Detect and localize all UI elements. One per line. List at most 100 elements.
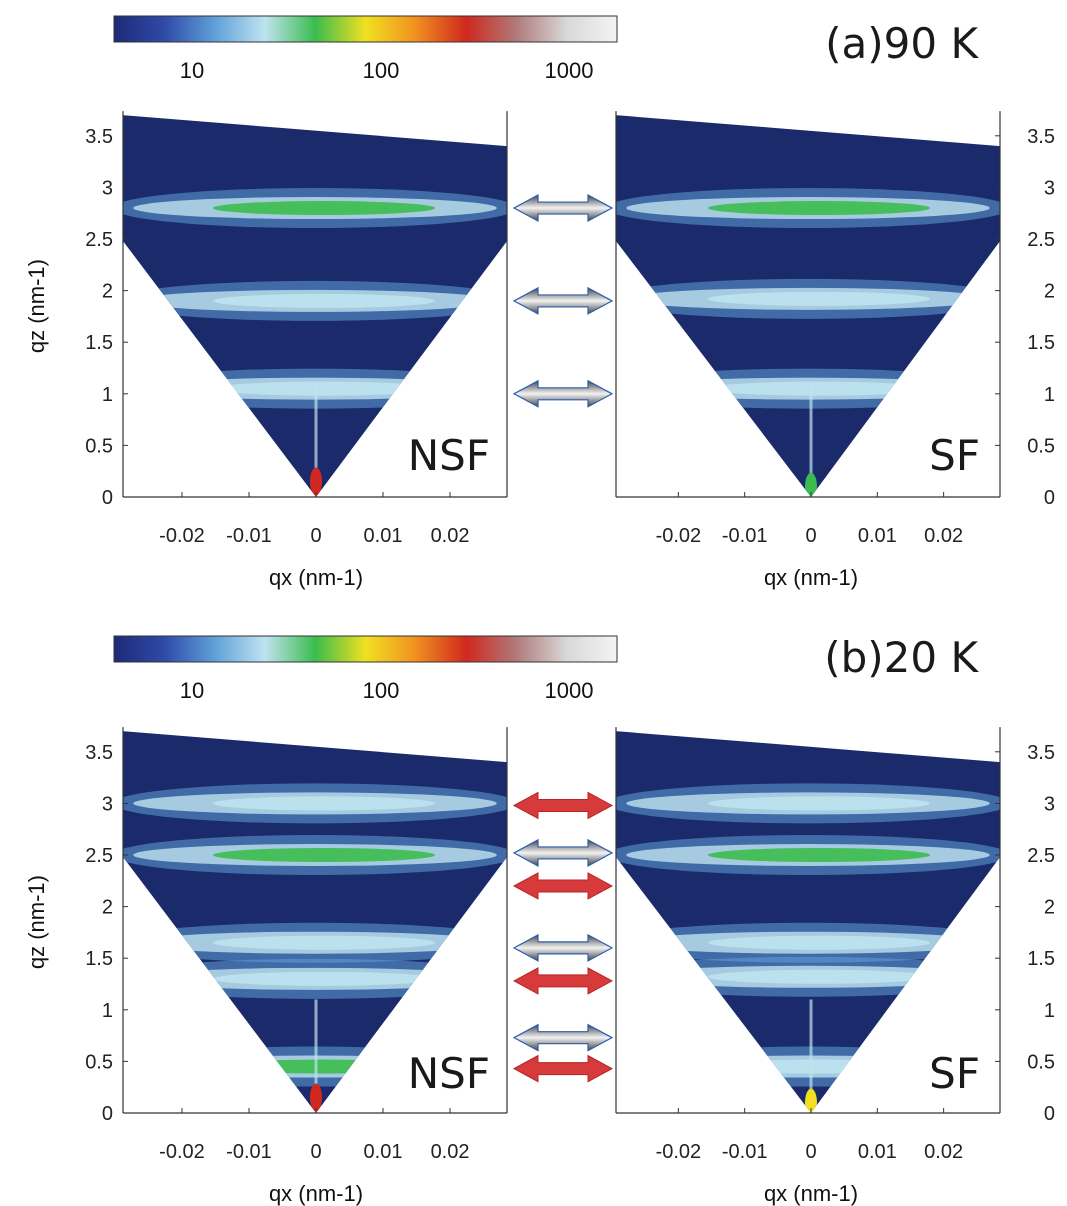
x-tick-label: -0.01 bbox=[722, 525, 768, 547]
y-tick-label: 1 bbox=[1044, 1000, 1055, 1022]
x-tick-label: 0 bbox=[310, 525, 321, 547]
colorbar-tick-a-100: 100 bbox=[363, 58, 400, 83]
x-axis-label: qx (nm-1) bbox=[269, 565, 363, 590]
x-tick-label: 0.02 bbox=[924, 1141, 963, 1163]
nsf-label-b: NSF bbox=[408, 1049, 490, 1098]
x-tick-label: -0.01 bbox=[722, 1141, 768, 1163]
band-core bbox=[707, 969, 931, 984]
arrows-panel-a bbox=[512, 194, 614, 408]
panel-b: (b)20 K 10 100 1000 NSF SF bbox=[180, 633, 980, 1098]
chart-graphics: 0 0.5 1 1.5 2 2.5 3 3.5 -0.02 -0.01 0 0.01 0.02 qx (n… bbox=[24, 15, 1055, 1206]
y-tick-label: 3 bbox=[1044, 177, 1055, 199]
x-tick-label: 0 bbox=[805, 525, 816, 547]
y-tick-label: 1.5 bbox=[85, 332, 113, 354]
y-tick-label: 2.5 bbox=[85, 845, 113, 867]
panel-title-a: (a)90 K bbox=[825, 19, 979, 68]
panel-b-graphics: 0 0.5 1 1.5 2 2.5 3 3.5 -0.02 -0.01 0 0.01 0.02 qx (n… bbox=[24, 635, 1055, 1206]
y-tick-label: 3.5 bbox=[1027, 742, 1055, 764]
band-core bbox=[212, 971, 436, 986]
band-core bbox=[212, 1059, 436, 1074]
band-core bbox=[707, 1059, 931, 1074]
x-tick-label: 0.02 bbox=[924, 525, 963, 547]
colorbar-tick-b-10: 10 bbox=[180, 678, 204, 703]
x-tick-label: -0.01 bbox=[226, 525, 272, 547]
x-tick-label: 0 bbox=[805, 1141, 816, 1163]
colorbar-tick-b-100: 100 bbox=[363, 678, 400, 703]
x-tick-label: 0 bbox=[310, 1141, 321, 1163]
x-axis-label: qx (nm-1) bbox=[764, 1181, 858, 1206]
band-core bbox=[707, 201, 931, 216]
x-tick-label: 0.02 bbox=[431, 525, 470, 547]
band-core bbox=[707, 848, 931, 862]
sf-label-b: SF bbox=[929, 1049, 980, 1098]
red-double-arrow bbox=[512, 872, 614, 900]
x-axis-label: qx (nm-1) bbox=[269, 1181, 363, 1206]
x-tick-label: -0.02 bbox=[656, 1141, 702, 1163]
band-core bbox=[212, 201, 436, 216]
x-tick-label: -0.02 bbox=[159, 1141, 205, 1163]
red-double-arrow bbox=[512, 967, 614, 995]
heatmap-nsf: 0 0.5 1 1.5 2 2.5 3 3.5 -0.02 -0.01 0 0.01 0.02 qx (n… bbox=[85, 111, 508, 590]
x-tick-label: 0.01 bbox=[364, 525, 403, 547]
y-tick-label: 1.5 bbox=[85, 948, 113, 970]
x-tick-label: 0.01 bbox=[858, 1141, 897, 1163]
sf-label-a: SF bbox=[929, 431, 980, 480]
colorbar bbox=[113, 635, 618, 663]
heatmap-nsf: 0 0.5 1 1.5 2 2.5 3 3.5 -0.02 -0.01 0 0.01 0.02 qx (n… bbox=[85, 727, 508, 1206]
red-double-arrow bbox=[512, 791, 614, 820]
y-tick-label: 0 bbox=[102, 1103, 113, 1125]
band-core bbox=[212, 293, 436, 308]
x-tick-label: -0.01 bbox=[226, 1141, 272, 1163]
y-tick-label: 3 bbox=[1044, 793, 1055, 815]
y-tick-label: 3.5 bbox=[1027, 126, 1055, 148]
colorbar-tick-a-10: 10 bbox=[180, 58, 204, 83]
y-tick-label: 2.5 bbox=[1027, 229, 1055, 251]
y-tick-label: 0 bbox=[1044, 1103, 1055, 1125]
gray-double-arrow bbox=[512, 1023, 614, 1052]
y-tick-label: 3.5 bbox=[85, 742, 113, 764]
y-tick-label: 1.5 bbox=[1027, 948, 1055, 970]
gray-double-arrow bbox=[512, 838, 614, 867]
gray-double-arrow bbox=[512, 286, 614, 315]
y-tick-label: 0.5 bbox=[1027, 1051, 1055, 1073]
nsf-label-a: NSF bbox=[408, 431, 490, 480]
band-core bbox=[212, 848, 436, 862]
y-tick-label: 1 bbox=[1044, 384, 1055, 406]
y-tick-label: 2 bbox=[1044, 281, 1055, 303]
x-tick-label: 0.01 bbox=[364, 1141, 403, 1163]
colorbar-tick-a-1000: 1000 bbox=[545, 58, 594, 83]
y-tick-label: 2.5 bbox=[1027, 845, 1055, 867]
x-tick-label: -0.02 bbox=[159, 525, 205, 547]
x-tick-label: 0.01 bbox=[858, 525, 897, 547]
y-tick-label: 2 bbox=[1044, 897, 1055, 919]
specular-peak bbox=[310, 467, 322, 496]
y-tick-label: 2.5 bbox=[85, 229, 113, 251]
y-tick-label: 1.5 bbox=[1027, 332, 1055, 354]
colorbar-tick-b-1000: 1000 bbox=[545, 678, 594, 703]
y-tick-label: 2 bbox=[102, 281, 113, 303]
x-tick-label: -0.02 bbox=[656, 525, 702, 547]
y-tick-label: 1 bbox=[102, 384, 113, 406]
y-tick-label: 3.5 bbox=[85, 126, 113, 148]
gray-double-arrow bbox=[512, 379, 614, 408]
arrows-panel-b bbox=[512, 791, 614, 1083]
y-tick-label: 3 bbox=[102, 793, 113, 815]
heatmap-sf: 0 0.5 1 1.5 2 2.5 3 3.5 -0.02 -0.01 0 0.01 0.02 qx (n… bbox=[615, 111, 1055, 590]
y-tick-label: 0.5 bbox=[85, 1051, 113, 1073]
band-core bbox=[212, 796, 436, 811]
band-core bbox=[707, 796, 931, 811]
band-core bbox=[707, 935, 931, 950]
y-tick-label: 3 bbox=[102, 177, 113, 199]
y-axis-label: qz (nm-1) bbox=[24, 259, 49, 353]
y-tick-label: 1 bbox=[102, 1000, 113, 1022]
panel-a: (a)90 K 10 100 1000 NSF SF bbox=[180, 19, 980, 480]
y-tick-label: 0 bbox=[1044, 487, 1055, 509]
y-tick-label: 0 bbox=[102, 487, 113, 509]
panel-title-b: (b)20 K bbox=[824, 633, 979, 682]
specular-peak bbox=[310, 1083, 322, 1112]
band-core bbox=[707, 291, 931, 306]
x-axis-label: qx (nm-1) bbox=[764, 565, 858, 590]
y-tick-label: 0.5 bbox=[1027, 435, 1055, 457]
y-tick-label: 0.5 bbox=[85, 435, 113, 457]
